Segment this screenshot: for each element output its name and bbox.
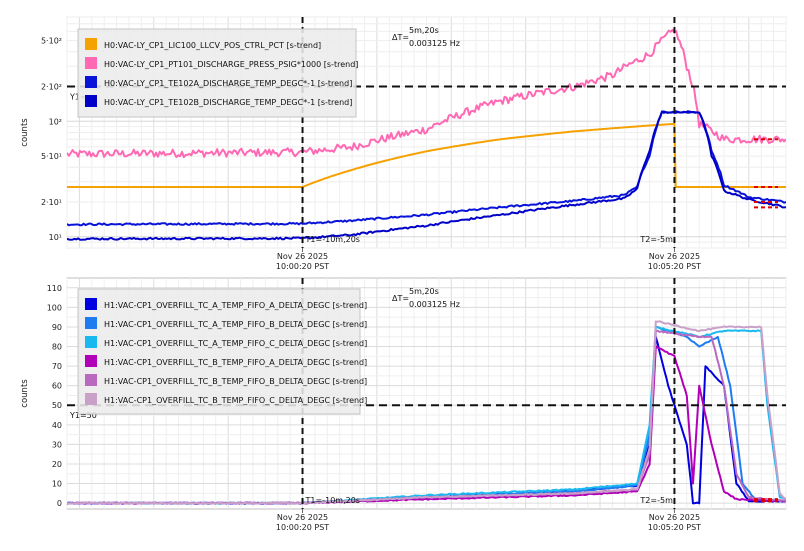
y-tick-label: 40 (52, 421, 62, 430)
panel-1: 10¹ 2·10¹ 5·10¹ 10² 2·10² 5·10² counts Nov 26 2… (20, 16, 787, 271)
y-tick-label: 5·10² (41, 37, 62, 46)
legend-entry-1: H1:VAC-CP1_OVERFILL_TC_A_TEMP_FIFO_A_DEL… (104, 301, 367, 310)
legend: H0:VAC-LY_CP1_LIC100_LLCV_POS_CTRL_PCT [… (77, 28, 358, 118)
panel-2: 0 10 20 30 40 50 60 70 80 90 100 110 counts Nov 26 20… (20, 277, 787, 532)
x-tick-label: Nov 26 2025 (277, 513, 328, 522)
series-line-2 (67, 28, 786, 159)
legend-entry-2: H0:VAC-LY_CP1_PT101_DISCHARGE_PRESS_PSIG… (104, 60, 358, 69)
delta-time: 5m,20s (409, 287, 439, 296)
series-line-1 (67, 122, 786, 188)
y-tick-label: 10 (52, 480, 62, 489)
y-tick-label: 100 (47, 303, 62, 312)
y-tick-label: 60 (52, 382, 62, 391)
cursor-t2-label: T2=-5m (639, 496, 673, 505)
legend-box (77, 288, 361, 415)
delta-frequency: 0.003125 Hz (409, 300, 460, 309)
x-tick-label: Nov 26 2025 (277, 252, 328, 261)
x-tick-label: 10:05:20 PST (648, 262, 701, 271)
y-tick-label: 20 (52, 460, 62, 469)
y-tick-label: 50 (52, 401, 62, 410)
legend-entry-4: H0:VAC-LY_CP1_TE102B_DISCHARGE_TEMP_DEGC… (104, 98, 352, 107)
y-tick-label: 2·10¹ (41, 198, 62, 207)
y-tick-label: 5·10¹ (41, 152, 62, 161)
y-tick-label: 30 (52, 440, 62, 449)
y-tick-label: 70 (52, 362, 62, 371)
legend-entry-1: H0:VAC-LY_CP1_LIC100_LLCV_POS_CTRL_PCT [… (104, 41, 321, 50)
cursor-t2-label: T2=-5m (639, 235, 673, 244)
cursor-y1-label: Y1=50 (69, 411, 97, 420)
legend-swatch-2[interactable] (85, 57, 97, 69)
cursor-t1-label: T1=-10m,20s (305, 496, 360, 505)
legend-entry-3: H0:VAC-LY_CP1_TE102A_DISCHARGE_TEMP_DEGC… (104, 79, 352, 88)
y-axis-label: counts (20, 379, 30, 408)
y-tick-label: 80 (52, 343, 62, 352)
delta-label: ΔT= (392, 294, 409, 303)
legend-swatch-3[interactable] (85, 76, 97, 88)
legend-entry-6: H1:VAC-CP1_OVERFILL_TC_B_TEMP_FIFO_C_DEL… (104, 396, 367, 405)
x-tick-label: Nov 26 2025 (649, 513, 700, 522)
y-tick-label: 2·10² (41, 83, 62, 92)
legend-swatch-4[interactable] (85, 95, 97, 107)
delta-time: 5m,20s (409, 26, 439, 35)
y-tick-label: 0 (57, 499, 62, 508)
delta-label: ΔT= (392, 33, 409, 42)
legend-swatch-1[interactable] (85, 298, 97, 310)
legend-entry-3: H1:VAC-CP1_OVERFILL_TC_A_TEMP_FIFO_C_DEL… (104, 339, 367, 348)
x-tick-label: 10:05:20 PST (648, 523, 701, 532)
legend-entry-4: H1:VAC-CP1_OVERFILL_TC_B_TEMP_FIFO_A_DEL… (104, 358, 367, 367)
series-line-6 (67, 320, 786, 505)
legend-box (77, 28, 357, 118)
series-line-4 (67, 110, 786, 241)
x-tick-label: Nov 26 2025 (649, 252, 700, 261)
legend-entry-2: H1:VAC-CP1_OVERFILL_TC_A_TEMP_FIFO_B_DEL… (104, 320, 367, 329)
legend-swatch-3[interactable] (85, 336, 97, 348)
legend-swatch-6[interactable] (85, 393, 97, 405)
legend-swatch-2[interactable] (85, 317, 97, 329)
series-group (67, 320, 786, 505)
legend-entry-5: H1:VAC-CP1_OVERFILL_TC_B_TEMP_FIFO_B_DEL… (104, 377, 367, 386)
cursor-t1-label: T1=-10m,20s (305, 235, 360, 244)
x-tick-label: 10:00:20 PST (276, 523, 329, 532)
series-group (67, 28, 786, 241)
y-tick-label: 10¹ (49, 233, 62, 242)
legend-swatch-4[interactable] (85, 355, 97, 367)
legend-swatch-5[interactable] (85, 374, 97, 386)
y-axis-label: counts (20, 118, 30, 147)
delta-frequency: 0.003125 Hz (409, 39, 460, 48)
y-tick-label: 90 (52, 323, 62, 332)
legend: H1:VAC-CP1_OVERFILL_TC_A_TEMP_FIFO_A_DEL… (77, 288, 367, 415)
x-tick-label: 10:00:20 PST (276, 262, 329, 271)
y-tick-label: 10² (49, 117, 62, 126)
legend-swatch-1[interactable] (85, 38, 97, 50)
y-tick-label: 110 (47, 284, 62, 293)
